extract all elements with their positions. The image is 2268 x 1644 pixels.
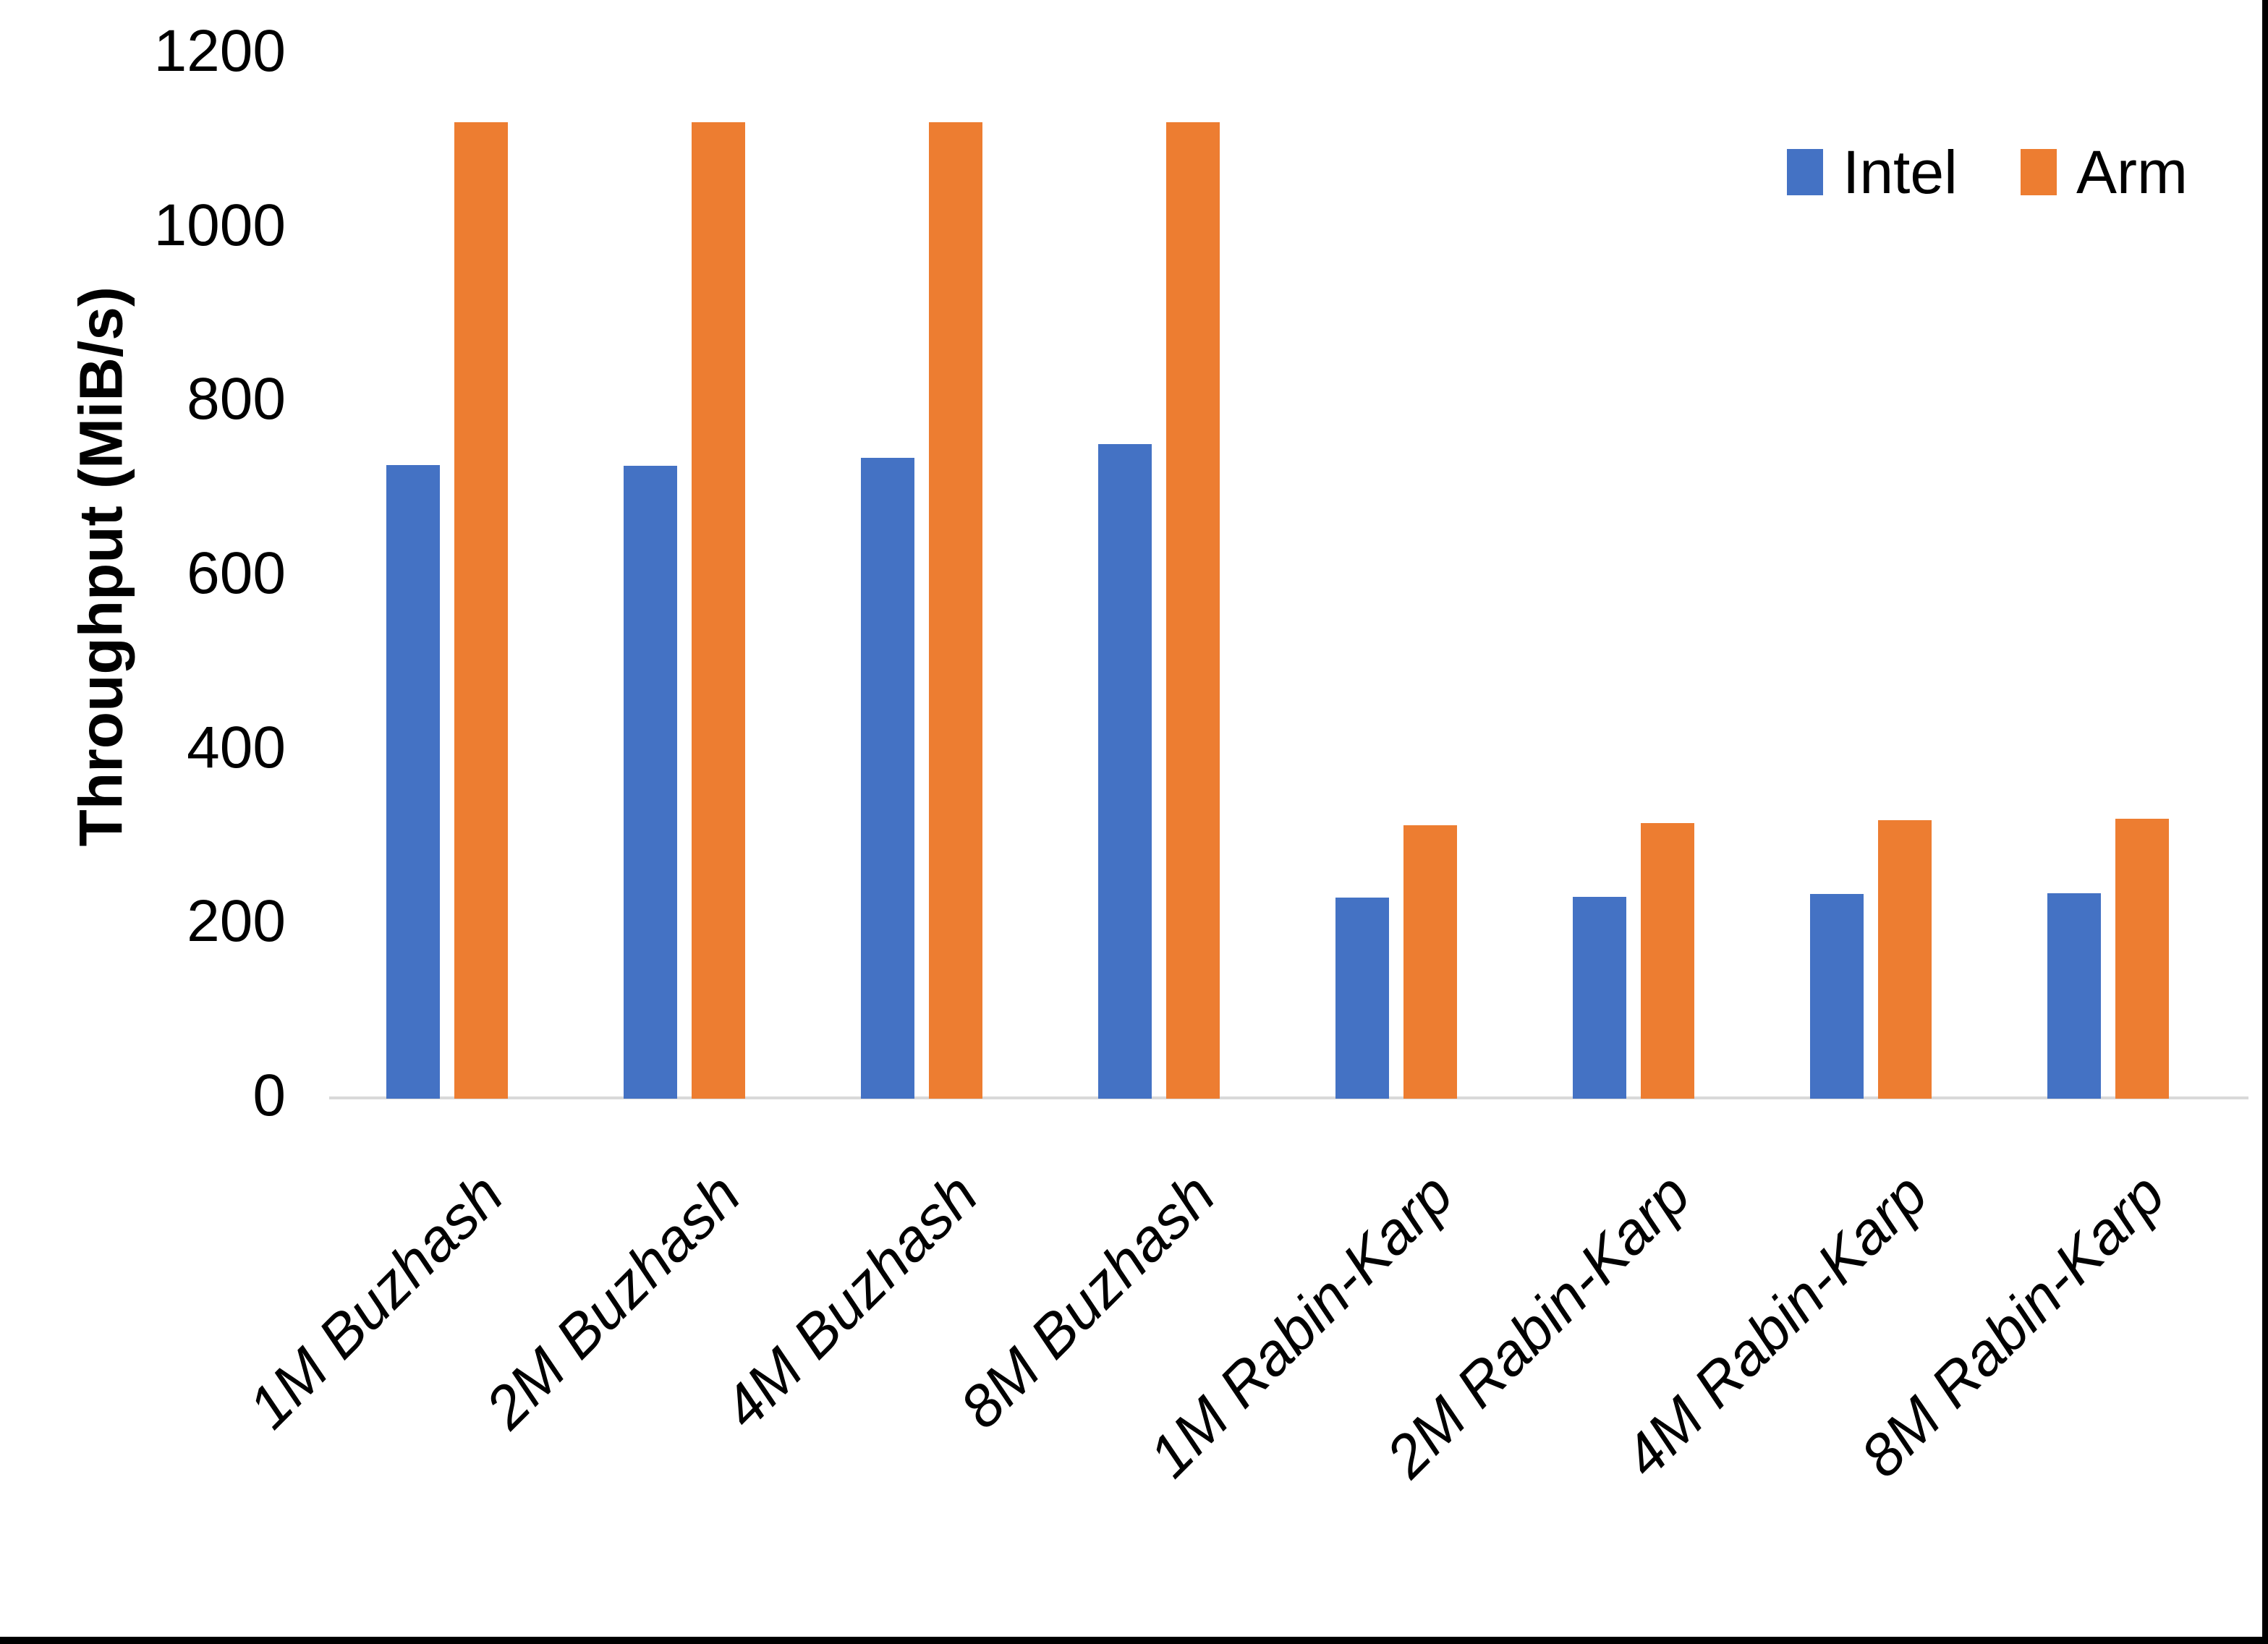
bar-intel-1m-buzhash <box>386 464 440 1099</box>
frame-border-right <box>2262 0 2268 1644</box>
legend-label-intel: Intel <box>1843 138 1958 206</box>
y-tick-label-800: 800 <box>187 366 286 433</box>
legend-item-arm: Arm <box>2021 142 2188 203</box>
bar-arm-1m-rabin-karp <box>1403 825 1457 1099</box>
x-axis-line <box>329 1096 2248 1099</box>
y-tick-label-1200: 1200 <box>153 18 286 85</box>
bar-intel-8m-buzhash <box>1098 444 1152 1099</box>
bar-arm-2m-rabin-karp <box>1641 822 1694 1099</box>
bar-arm-8m-rabin-karp <box>2115 818 2169 1099</box>
bar-intel-2m-rabin-karp <box>1573 896 1626 1099</box>
bar-intel-1m-rabin-karp <box>1335 898 1389 1099</box>
y-tick-label-1000: 1000 <box>153 192 286 258</box>
y-tick-label-400: 400 <box>187 714 286 780</box>
y-axis-title: Throughput (MiB/s) <box>67 286 135 847</box>
bar-arm-4m-buzhash <box>929 122 982 1099</box>
y-tick-label-200: 200 <box>187 888 286 955</box>
x-label-1m-buzhash: 1M Buzhash <box>236 1161 517 1441</box>
legend-label-arm: Arm <box>2076 138 2188 206</box>
bar-intel-2m-buzhash <box>624 466 677 1099</box>
legend-item-intel: Intel <box>1787 142 1958 203</box>
x-label-2m-buzhash: 2M Buzhash <box>473 1161 754 1441</box>
bar-arm-4m-rabin-karp <box>1878 819 1932 1099</box>
bar-arm-1m-buzhash <box>454 122 508 1099</box>
bar-arm-2m-buzhash <box>692 122 745 1099</box>
bar-intel-4m-buzhash <box>861 458 914 1099</box>
y-tick-label-0: 0 <box>252 1062 286 1129</box>
bar-intel-4m-rabin-karp <box>1810 894 1864 1099</box>
x-label-4m-buzhash: 4M Buzhash <box>710 1161 991 1441</box>
bar-intel-8m-rabin-karp <box>2047 893 2101 1099</box>
legend-swatch-intel <box>1787 149 1823 195</box>
y-tick-label-600: 600 <box>187 540 286 607</box>
bar-arm-8m-buzhash <box>1166 122 1220 1099</box>
frame-border-bottom <box>0 1637 2268 1644</box>
legend-swatch-arm <box>2021 149 2057 195</box>
